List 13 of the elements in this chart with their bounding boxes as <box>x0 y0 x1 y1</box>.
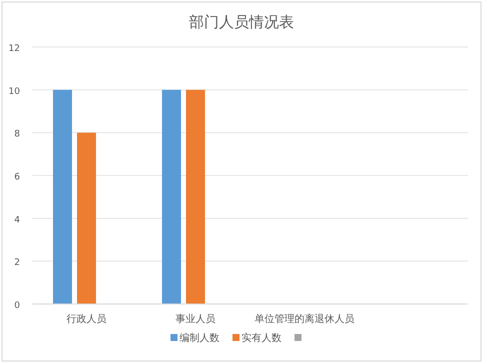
legend-label: 编制人数 <box>180 332 220 344</box>
y-tick-label: 8 <box>14 130 20 140</box>
legend-label: 实有人数 <box>242 332 282 344</box>
x-tick-label: 事业人员 <box>176 313 216 325</box>
y-tick-label: 12 <box>8 44 20 54</box>
y-tick-label: 0 <box>14 301 20 311</box>
chart-title: 部门人员情况表 <box>189 13 294 31</box>
y-tick-label: 4 <box>14 215 20 226</box>
x-tick-label: 单位管理的离退休人员 <box>254 313 354 325</box>
y-tick-label: 6 <box>14 172 20 182</box>
y-tick-label: 10 <box>8 86 20 97</box>
y-tick-label: 2 <box>14 258 20 268</box>
x-tick-label: 行政人员 <box>66 314 106 325</box>
